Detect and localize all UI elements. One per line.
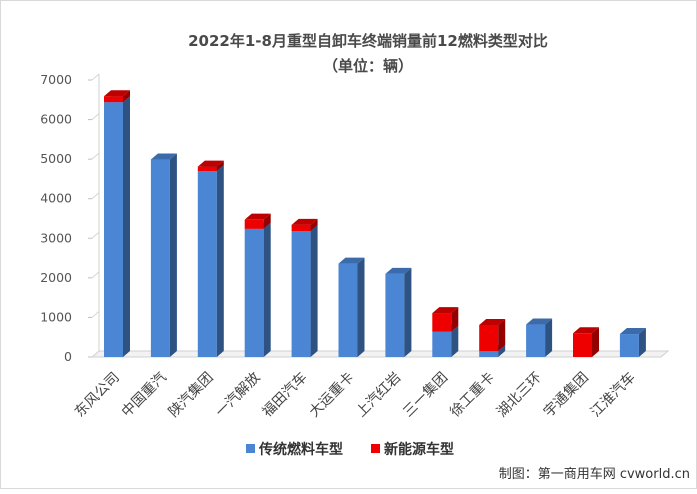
bar-side <box>263 222 271 357</box>
bar-segment <box>291 218 318 232</box>
bar-front <box>244 219 264 229</box>
y-tick-label: 4000 <box>40 191 72 206</box>
bar-segment <box>150 153 177 357</box>
bar-top <box>291 218 318 225</box>
bar-segment <box>432 307 459 332</box>
legend-label-traditional: 传统燃料车型 <box>258 441 343 458</box>
bar-side <box>545 318 553 357</box>
bar-segment <box>338 257 365 357</box>
bar-side <box>169 153 177 357</box>
bar-segment <box>526 318 553 357</box>
bar-side <box>451 307 459 332</box>
bar-top <box>479 318 506 325</box>
bar-segment <box>291 225 318 357</box>
bar-front <box>479 351 499 357</box>
legend-label-new-energy: 新能源车型 <box>384 441 454 458</box>
bar-top <box>104 90 130 97</box>
source-credit: 制图：第一商用车网 cvworld.cn <box>499 466 690 482</box>
bar-front <box>479 324 499 352</box>
chart-title: 2022年1-8月重型自卸车终端销量前12燃料类型对比 <box>188 32 548 50</box>
bar-front <box>573 333 592 357</box>
y-tick-label: 7000 <box>40 72 72 87</box>
bar-top <box>526 318 553 325</box>
bar-side <box>498 318 506 352</box>
bars <box>104 90 646 357</box>
bar-top <box>432 307 459 314</box>
bar-front <box>526 324 546 357</box>
bar-front <box>291 231 311 357</box>
bar-top <box>244 213 271 220</box>
legend-swatch-new-energy <box>371 444 380 453</box>
bar-top <box>619 328 646 335</box>
y-tick-depth <box>91 192 100 200</box>
bar-front <box>432 331 452 357</box>
bar-segment <box>573 327 599 357</box>
bar-side <box>638 328 646 357</box>
bar-side <box>310 225 318 357</box>
bar-front <box>619 334 639 357</box>
bar-segment <box>385 267 412 357</box>
y-tick-depth <box>91 152 100 160</box>
bar-side <box>216 160 224 172</box>
y-tick-depth <box>91 311 100 318</box>
bar-segment <box>479 318 506 352</box>
bar-front <box>244 228 264 357</box>
bar-front <box>197 171 217 357</box>
bar-segment <box>104 90 130 103</box>
y-tick-depth <box>91 73 100 81</box>
bar-side <box>404 267 412 357</box>
bar-top <box>150 153 177 160</box>
bar-top <box>197 160 224 167</box>
y-tick-label: 6000 <box>40 112 72 127</box>
bar-side <box>451 325 459 357</box>
y-tick-label: 5000 <box>40 151 72 166</box>
bar-segment <box>104 96 130 357</box>
bar-side <box>498 345 506 357</box>
bar-side <box>216 165 224 357</box>
legend-swatch-traditional <box>246 444 255 453</box>
bar-front <box>432 313 452 332</box>
bar-side <box>357 257 365 357</box>
bar-top <box>338 257 365 264</box>
y-tick-label: 2000 <box>40 270 72 285</box>
y-tick-label: 0 <box>64 349 72 364</box>
bar-side <box>123 90 130 103</box>
bar-side <box>123 96 130 357</box>
bar-segment <box>244 222 271 357</box>
y-tick-depth <box>91 113 100 120</box>
bar-front <box>104 102 123 357</box>
bar-front <box>150 159 170 357</box>
bar-segment <box>197 165 224 357</box>
y-tick-depth <box>91 350 100 358</box>
bar-side <box>310 218 318 232</box>
bar-segment <box>619 328 646 357</box>
bar-top <box>385 267 412 274</box>
bar-front <box>104 96 123 103</box>
legend: 传统燃料车型 新能源车型 <box>246 441 454 458</box>
bar-side <box>263 213 271 229</box>
y-tick-depth <box>91 231 100 239</box>
bar-front <box>385 273 405 357</box>
bar-side <box>592 327 599 357</box>
y-tick-depth <box>91 271 100 279</box>
chart-subtitle: （单位：辆） <box>323 57 413 75</box>
bar-front <box>197 166 217 172</box>
y-tick-label: 1000 <box>40 309 72 324</box>
bar-front <box>291 224 311 232</box>
bar-segment <box>244 213 271 229</box>
bar-top <box>573 327 599 334</box>
bar-segment <box>197 160 224 172</box>
y-tick-label: 3000 <box>40 230 72 245</box>
y-axis: 0 1000 2000 3000 4000 5000 6000 7000 <box>40 72 100 364</box>
bar-front <box>338 263 358 357</box>
